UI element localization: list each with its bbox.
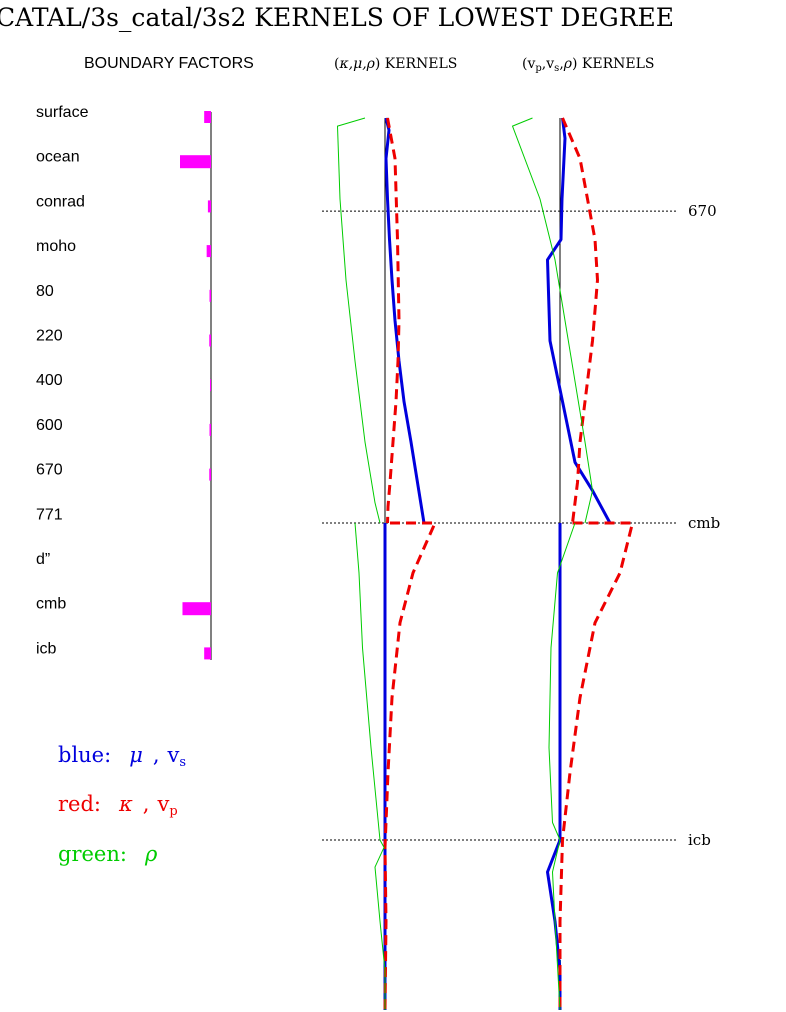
boundary-label-12: icb: [36, 640, 57, 657]
legend-green: green: ρ: [58, 842, 158, 866]
legend-red-prefix: red:: [58, 792, 101, 816]
legend-blue-sym: μ: [129, 743, 143, 767]
boundary-label-4: 80: [36, 283, 54, 300]
kernel-panel-2-red-mantle-curve: [561, 117, 599, 524]
boundary-bar-7: [209, 423, 211, 436]
boundary-bar-12: [204, 647, 211, 660]
boundary-bar-1: [180, 155, 211, 169]
boundary-label-8: 670: [36, 462, 63, 479]
boundary-bar-11: [182, 602, 211, 616]
boundary-bar-3: [206, 245, 211, 258]
kernel-panel-1-red-mantle-curve: [386, 117, 401, 524]
kernel-panel-2: [512, 117, 634, 1011]
boundary-label-11: cmb: [36, 596, 66, 613]
depth-label-2: icb: [688, 831, 711, 849]
legend-red: red: κ, vp: [58, 792, 178, 819]
legend-blue-v: v: [167, 743, 180, 767]
boundary-bar-8: [209, 468, 211, 481]
depth-label-0: 670: [688, 202, 717, 220]
kernels2-sep2: ,: [559, 56, 563, 72]
kernels1-prefix: (: [334, 56, 339, 72]
legend-green-sym: ρ: [144, 842, 158, 866]
boundary-label-5: 220: [36, 328, 63, 345]
boundary-label-2: conrad: [36, 193, 85, 210]
kernel-panels: [337, 117, 634, 1011]
boundary-factors-panel: surface ocean conrad moho 80 220 400 600 670 771 d…: [36, 104, 212, 660]
legend-blue: blue: μ, vs: [58, 743, 186, 770]
kernels2-sep1: ,: [542, 56, 546, 72]
boundary-bar-6: [210, 379, 211, 392]
kernel-panel-2-blue-core-curve: [546, 523, 562, 1010]
kernels2-v1: v: [526, 56, 535, 72]
legend-red-sep: ,: [143, 792, 150, 816]
kernel-panel-1-green-core-curve: [354, 522, 386, 1010]
legend-red-sub: p: [169, 804, 177, 819]
boundary-factors-header: BOUNDARY FACTORS: [84, 55, 254, 72]
kernels1-header: (κ,μ,ρ) KERNELS: [334, 56, 457, 72]
kernel-panel-2-green-core-curve: [548, 522, 576, 1011]
kernel-panel-1-blue-mantle-curve: [384, 117, 426, 524]
kernel-panel-1-red-core-curve: [383, 521, 437, 1011]
legend-red-v: v: [156, 792, 169, 816]
boundary-bar-2: [207, 200, 211, 213]
boundary-label-9: 771: [36, 506, 63, 523]
boundary-label-7: 600: [36, 417, 63, 434]
boundary-label-10: d”: [36, 551, 50, 568]
kernel-panel-2-red-core-curve: [558, 521, 634, 1010]
boundary-label-1: ocean: [36, 149, 80, 166]
legend-green-prefix: green:: [58, 842, 127, 866]
kernels2-rho: ρ: [563, 56, 573, 72]
boundary-bar-4: [209, 289, 211, 302]
kernel-panel-2-green-mantle-curve: [512, 117, 593, 524]
kernels2-prefix: (: [522, 56, 527, 72]
kernels2-sub1: p: [535, 63, 541, 74]
kernels2-header: (vp,vs,ρ) KERNELS: [522, 56, 655, 74]
kernels1-suffix: ) KERNELS: [375, 56, 458, 72]
kernel-panel-2-blue-mantle-curve: [546, 117, 612, 524]
boundary-bar-0: [204, 111, 211, 123]
boundary-label-0: surface: [36, 104, 89, 121]
kernels2-suffix: ) KERNELS: [572, 56, 655, 72]
legend-blue-sep: ,: [153, 743, 160, 767]
legend-blue-prefix: blue:: [58, 743, 111, 767]
legend-blue-sub: s: [179, 755, 186, 770]
depth-marker-lines: 670 cmb icb: [322, 202, 720, 849]
kernels1-syms: κ,μ,ρ: [338, 56, 375, 72]
boundary-label-6: 400: [36, 372, 63, 389]
boundary-label-3: moho: [36, 238, 76, 255]
boundary-bar-5: [209, 334, 211, 347]
legend: blue: μ, vs red: κ, vp green: ρ: [58, 743, 186, 866]
kernel-panel-1: [337, 117, 437, 1011]
kernels2-v2: v: [545, 56, 554, 72]
kernels2-sub2: s: [554, 63, 559, 74]
legend-red-sym: κ: [118, 792, 133, 816]
depth-label-1: cmb: [688, 514, 720, 532]
kernel-panel-1-green-mantle-curve: [337, 117, 381, 524]
figure-title: CATAL/3s_catal/3s2 KERNELS OF LOWEST DEG…: [0, 3, 674, 32]
